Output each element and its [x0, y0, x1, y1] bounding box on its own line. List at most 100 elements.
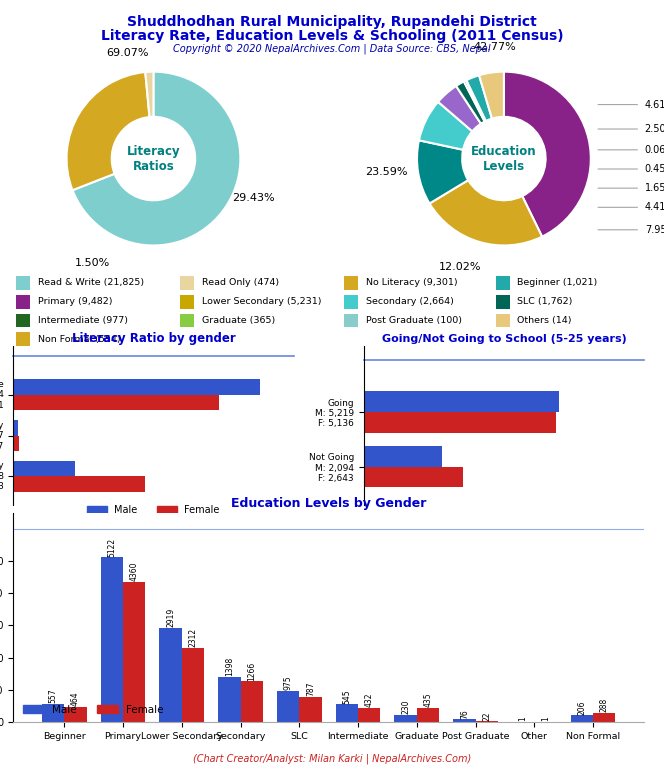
Bar	[240, 681, 263, 722]
Wedge shape	[464, 81, 486, 121]
Bar	[358, 708, 380, 722]
Text: Shuddhodhan Rural Municipality, Rupandehi District: Shuddhodhan Rural Municipality, Rupandeh…	[127, 15, 537, 29]
Wedge shape	[430, 180, 542, 246]
Text: 1: 1	[541, 717, 550, 721]
Bar	[454, 720, 475, 722]
FancyBboxPatch shape	[17, 313, 31, 327]
Bar	[364, 466, 463, 488]
Bar	[13, 476, 145, 492]
Bar	[299, 697, 321, 722]
Bar	[394, 714, 417, 722]
Text: 2919: 2919	[166, 608, 175, 627]
Bar	[101, 558, 123, 722]
Text: Literacy
Ratios: Literacy Ratios	[127, 144, 180, 173]
Bar	[13, 461, 74, 476]
FancyBboxPatch shape	[181, 313, 195, 327]
Text: 12.02%: 12.02%	[439, 262, 481, 272]
Text: 1266: 1266	[247, 661, 256, 680]
Wedge shape	[466, 80, 486, 121]
Text: 975: 975	[284, 675, 293, 690]
Wedge shape	[145, 71, 153, 117]
FancyBboxPatch shape	[345, 276, 359, 290]
Bar	[218, 677, 240, 722]
Bar	[182, 647, 204, 722]
Wedge shape	[72, 71, 240, 246]
FancyBboxPatch shape	[181, 276, 195, 290]
Text: 4360: 4360	[129, 561, 139, 581]
Text: Literacy Rate, Education Levels & Schooling (2011 Census): Literacy Rate, Education Levels & School…	[101, 29, 563, 43]
Text: 0.06%: 0.06%	[645, 145, 664, 155]
Text: 7.95%: 7.95%	[645, 225, 664, 235]
FancyBboxPatch shape	[345, 295, 359, 309]
Bar	[277, 690, 299, 722]
Text: 206: 206	[578, 700, 586, 715]
Wedge shape	[504, 71, 591, 237]
Text: 464: 464	[71, 692, 80, 707]
Title: Education Levels by Gender: Education Levels by Gender	[231, 498, 426, 511]
Bar	[336, 704, 358, 722]
Text: Graduate (365): Graduate (365)	[202, 316, 275, 325]
Wedge shape	[479, 71, 504, 118]
Text: 4.61%: 4.61%	[645, 100, 664, 110]
Bar	[13, 379, 260, 395]
Text: Non Formal (554): Non Formal (554)	[38, 335, 120, 344]
Text: 69.07%: 69.07%	[106, 48, 149, 58]
Legend: Male, Female: Male, Female	[434, 511, 574, 528]
Text: 76: 76	[460, 709, 469, 719]
Text: 545: 545	[343, 689, 351, 703]
Text: Secondary (2,664): Secondary (2,664)	[366, 297, 454, 306]
Text: 2312: 2312	[189, 627, 197, 647]
Text: Lower Secondary (5,231): Lower Secondary (5,231)	[202, 297, 321, 306]
Bar	[159, 628, 182, 722]
FancyBboxPatch shape	[181, 295, 195, 309]
Text: Read Only (474): Read Only (474)	[202, 278, 279, 287]
Text: Others (14): Others (14)	[517, 316, 572, 325]
Text: 1.65%: 1.65%	[645, 183, 664, 193]
Bar	[364, 412, 556, 432]
Text: 1.50%: 1.50%	[75, 258, 110, 268]
Text: SLC (1,762): SLC (1,762)	[517, 297, 572, 306]
Text: 230: 230	[401, 700, 410, 714]
Bar	[417, 708, 439, 722]
Text: Intermediate (977): Intermediate (977)	[38, 316, 128, 325]
Text: 557: 557	[48, 689, 58, 703]
Bar	[13, 435, 19, 451]
Legend: Male, Female: Male, Female	[83, 502, 224, 519]
Bar	[64, 707, 86, 722]
Text: 42.77%: 42.77%	[474, 42, 517, 52]
Text: 288: 288	[600, 698, 609, 712]
Wedge shape	[456, 81, 485, 124]
FancyBboxPatch shape	[17, 333, 31, 346]
Bar	[364, 391, 559, 412]
Legend: Male, Female: Male, Female	[19, 700, 168, 719]
Text: 2.50%: 2.50%	[645, 124, 664, 134]
Bar	[13, 395, 219, 410]
Text: Education
Levels: Education Levels	[471, 144, 537, 173]
Text: Copyright © 2020 NepalArchives.Com | Data Source: CBS, Nepal: Copyright © 2020 NepalArchives.Com | Dat…	[173, 44, 491, 55]
Text: 432: 432	[365, 693, 374, 707]
Title: Literacy Ratio by gender: Literacy Ratio by gender	[72, 332, 235, 345]
Text: 5122: 5122	[108, 538, 116, 557]
Text: 1: 1	[519, 717, 528, 721]
Bar	[42, 704, 64, 722]
Bar	[571, 715, 593, 722]
Text: 23.59%: 23.59%	[365, 167, 408, 177]
FancyBboxPatch shape	[496, 276, 510, 290]
FancyBboxPatch shape	[17, 276, 31, 290]
Text: 29.43%: 29.43%	[232, 193, 275, 203]
Text: (Chart Creator/Analyst: Milan Karki | NepalArchives.Com): (Chart Creator/Analyst: Milan Karki | Ne…	[193, 753, 471, 764]
Text: Beginner (1,021): Beginner (1,021)	[517, 278, 598, 287]
Text: Post Graduate (100): Post Graduate (100)	[366, 316, 462, 325]
Bar	[593, 713, 616, 722]
Wedge shape	[466, 75, 492, 121]
Text: 787: 787	[306, 681, 315, 696]
Text: No Literacy (9,301): No Literacy (9,301)	[366, 278, 457, 287]
Wedge shape	[417, 141, 468, 204]
Text: 22: 22	[482, 711, 491, 720]
Text: Read & Write (21,825): Read & Write (21,825)	[38, 278, 144, 287]
Bar	[13, 420, 18, 435]
Bar	[123, 582, 145, 722]
Text: 435: 435	[424, 693, 432, 707]
Bar	[364, 445, 442, 466]
FancyBboxPatch shape	[345, 313, 359, 327]
